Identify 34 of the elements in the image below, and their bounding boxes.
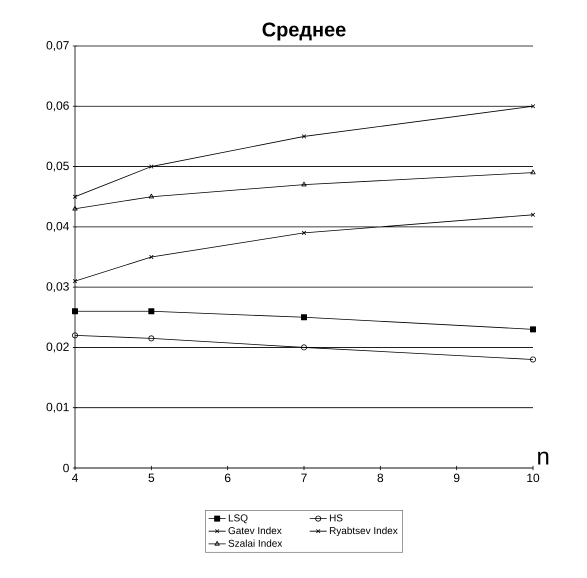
point — [149, 164, 154, 169]
point — [302, 230, 306, 236]
point — [301, 314, 307, 320]
point — [72, 308, 78, 314]
x-axis-title: n — [538, 452, 548, 464]
legend-label: Szalai Index — [228, 540, 282, 547]
point — [149, 254, 154, 260]
point — [302, 134, 306, 139]
point — [301, 344, 307, 350]
legend-label: Ryabtsev Index — [330, 526, 398, 536]
y-tick-label: 0,06 — [46, 101, 69, 112]
point — [148, 194, 154, 198]
x-tick-label: 6 — [224, 474, 230, 482]
y-tick-label: 0,07 — [46, 41, 69, 51]
y-tick-label: 0,02 — [46, 342, 69, 352]
chart-title: Среднее — [262, 22, 346, 40]
x-tick-label: 8 — [378, 474, 384, 482]
point — [148, 335, 154, 342]
x-tick-label: 4 — [72, 474, 78, 482]
x-tick-label: 7 — [301, 474, 307, 482]
y-tick-label: 0 — [63, 464, 69, 472]
point — [148, 308, 154, 314]
y-tick-label: 0,03 — [46, 282, 69, 292]
y-tick-label: 0,04 — [46, 222, 69, 232]
legend-label: Gatev Index — [228, 526, 282, 534]
y-tick-label: 0,01 — [46, 402, 69, 413]
point — [530, 326, 536, 332]
x-tick-label: 5 — [148, 474, 154, 482]
legend-label: HS — [330, 514, 342, 522]
y-tick-label: 0,05 — [46, 162, 69, 172]
legend-label: LSQ — [228, 514, 248, 524]
point — [301, 182, 307, 186]
x-tick-label: 9 — [454, 474, 460, 482]
x-tick-label: 10 — [527, 474, 540, 482]
